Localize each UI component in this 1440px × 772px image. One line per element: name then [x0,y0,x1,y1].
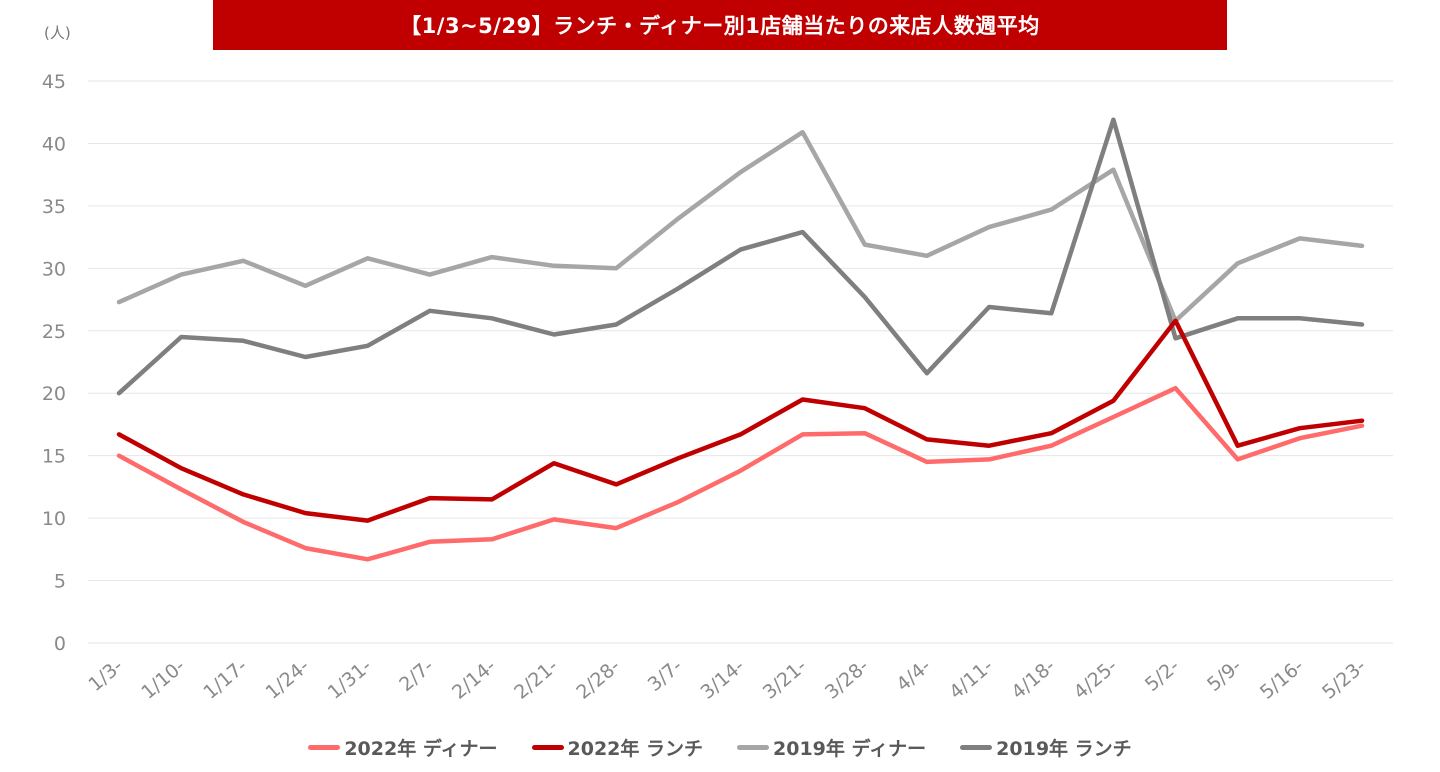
y-tick-label: 45 [42,71,66,93]
x-tick-label: 3/14- [697,655,749,704]
x-tick-label: 4/4- [892,655,935,696]
x-tick-label: 2/21- [510,655,562,704]
x-tick-label: 1/10- [137,655,189,704]
legend-item: 2022年 ディナー [308,734,498,761]
series-line [116,318,1365,523]
x-tick-label: 2/28- [572,655,624,704]
legend-swatch [531,744,564,750]
x-tick-label: 4/11- [945,655,997,704]
x-axis-ticks: 1/3- 1/10- 1/17- 1/24- 1/31- 2/7- 2/14- 2/21- 2/… [84,655,1370,704]
legend-label: 2022年 ディナー [344,737,498,760]
legend-swatch [960,744,993,750]
series-line [116,129,1365,324]
y-tick-label: 15 [42,446,66,468]
x-tick-label: 1/3- [84,655,127,696]
series-line [116,117,1365,396]
x-tick-label: 3/7- [644,655,687,696]
x-tick-label: 5/9- [1203,655,1246,696]
y-axis-unit-label: (人) [44,24,71,42]
y-tick-label: 40 [42,133,66,155]
x-tick-label: 1/17- [199,655,251,704]
y-axis-ticks: 0 5 10 15 20 25 30 35 40 45 [42,71,66,655]
legend: 2022年 ディナー 2022年 ランチ 2019年 ディナー 2019年 ランチ [0,730,1440,764]
x-tick-label: 2/7- [395,655,438,696]
legend-label: 2019年 ランチ [996,737,1132,760]
legend-item: 2019年 ディナー [737,734,926,761]
series-lines [116,117,1365,562]
x-tick-label: 1/31- [324,655,376,704]
legend-item: 2019年 ランチ [960,734,1132,761]
chart-title: 【1/3~5/29】ランチ・ディナー別1店舗当たりの来店人数週平均 [213,0,1227,50]
y-tick-label: 5 [54,571,66,593]
y-tick-label: 25 [42,321,66,343]
y-tick-label: 0 [54,633,66,655]
x-tick-label: 5/16- [1256,655,1308,704]
x-tick-label: 2/14- [448,655,500,704]
line-chart: 0 5 10 15 20 25 30 35 40 45 1/3- 1/10- 1/17- 1/24- 1/… [42,71,1393,704]
legend-item: 2022年 ランチ [531,734,704,761]
x-tick-label: 5/23- [1318,655,1370,704]
legend-label: 2019年 ディナー [773,737,927,760]
x-tick-label: 3/28- [821,655,873,704]
legend-swatch [737,744,769,750]
legend-label: 2022年 ランチ [567,737,704,760]
y-tick-label: 35 [42,196,66,218]
x-tick-label: 1/24- [262,655,314,704]
x-tick-label: 4/18- [1007,655,1059,704]
y-tick-label: 30 [42,258,66,280]
x-tick-label: 4/25- [1070,655,1122,704]
y-tick-label: 10 [42,508,66,530]
x-tick-label: 5/2- [1141,655,1184,696]
legend-swatch [308,744,341,750]
y-tick-label: 20 [42,383,66,405]
series-line [116,385,1365,562]
x-tick-label: 3/21- [759,655,811,704]
